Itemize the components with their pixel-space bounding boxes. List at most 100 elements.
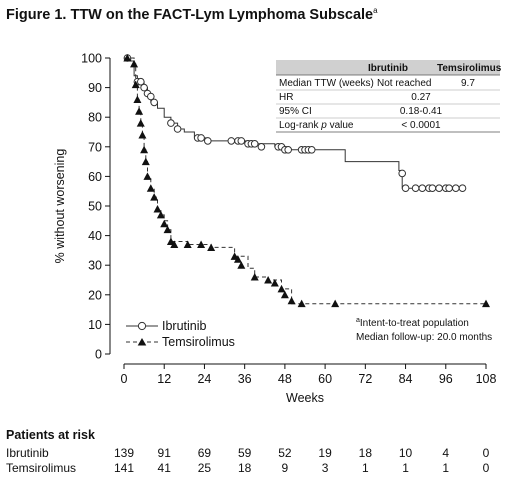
risk-value: 19 — [318, 446, 332, 460]
x-tick-label: 96 — [439, 372, 453, 386]
figure-title: Figure 1. TTW on the FACT-Lym Lymphoma S… — [6, 6, 378, 23]
point-temsirolimus — [482, 299, 490, 308]
x-tick-label: 0 — [121, 372, 128, 386]
y-tick-label: 20 — [88, 288, 102, 302]
risk-value: 69 — [197, 446, 212, 460]
stats-cell: < 0.0001 — [401, 120, 441, 131]
legend-marker-temsirolimus — [137, 338, 147, 346]
legend-label-temsirolimus: Temsirolimus — [162, 335, 235, 349]
point-temsirolimus — [250, 273, 259, 281]
stats-row-label: HR — [279, 92, 293, 103]
y-tick-label: 90 — [88, 81, 102, 95]
risk-value: 0 — [482, 461, 490, 475]
point-ibrutinib — [452, 184, 460, 192]
stats-row-label: Log-rank p value — [279, 120, 354, 131]
risk-value: 10 — [398, 446, 413, 460]
point-temsirolimus — [131, 80, 140, 89]
point-ibrutinib — [257, 143, 266, 151]
risk-value: 18 — [358, 446, 373, 460]
km-chart: 0 10 20 30 40 50 60 70 80 90 100 0 12 24 36 48 60 72 84 96 1… — [53, 52, 502, 406]
x-tick-label: 12 — [157, 372, 171, 386]
point-temsirolimus — [207, 243, 216, 251]
y-axis-label: % without worsening — [53, 149, 67, 264]
stats-table: Ibrutinib Temsirolimus Median TTW (weeks… — [276, 60, 502, 133]
x-tick-label: 72 — [358, 372, 372, 386]
point-ibrutinib — [150, 98, 158, 107]
y-tick-label: 60 — [88, 170, 102, 184]
stats-row-label: Median TTW (weeks) — [279, 78, 374, 89]
point-ibrutinib — [307, 146, 316, 154]
point-ibrutinib — [458, 184, 467, 192]
chart-axes: 0 10 20 30 40 50 60 70 80 90 100 0 12 24 36 48 60 72 84 96 1… — [53, 52, 496, 406]
x-tick-label: 84 — [399, 372, 413, 386]
risk-value: 52 — [278, 446, 292, 460]
point-ibrutinib — [250, 140, 259, 148]
stats-header-ibrutinib: Ibrutinib — [368, 63, 408, 74]
stats-header-bg — [276, 60, 500, 75]
stats-cell: 0.18-0.41 — [400, 106, 443, 117]
point-temsirolimus — [130, 59, 139, 68]
point-temsirolimus — [141, 157, 150, 166]
risk-value: 141 — [113, 461, 135, 475]
risk-row-temsirolimus: Temsirolimus 141 41 25 18 9 3 1 1 1 0 — [6, 461, 516, 476]
point-temsirolimus — [135, 107, 144, 115]
point-temsirolimus — [270, 278, 279, 287]
risk-value: 25 — [197, 461, 212, 475]
point-temsirolimus — [140, 145, 149, 154]
note-itt: aIntent-to-treat population — [356, 317, 469, 329]
risk-value: 41 — [157, 461, 171, 475]
y-tick-label: 30 — [88, 259, 102, 273]
note-followup: Median follow-up: 20.0 months — [356, 332, 492, 343]
point-temsirolimus — [160, 219, 169, 228]
y-tick-label: 80 — [88, 111, 102, 125]
point-ibrutinib — [428, 184, 437, 192]
x-tick-label: 60 — [318, 372, 332, 386]
point-temsirolimus — [153, 204, 162, 213]
point-temsirolimus — [280, 290, 289, 299]
point-ibrutinib — [398, 169, 407, 178]
risk-row-label: Ibrutinib — [6, 446, 49, 460]
point-ibrutinib — [411, 184, 420, 192]
chart-series — [123, 54, 490, 308]
risk-value: 59 — [237, 446, 252, 460]
point-ibrutinib — [173, 125, 182, 133]
y-tick-label: 100 — [81, 52, 102, 66]
point-temsirolimus — [297, 299, 306, 308]
point-ibrutinib — [137, 77, 145, 86]
risk-row-ibrutinib: Ibrutinib 139 91 69 59 52 19 18 10 4 0 — [6, 446, 516, 461]
stats-cell: 0.27 — [411, 92, 431, 103]
point-temsirolimus — [264, 276, 273, 284]
y-tick-label: 0 — [95, 348, 102, 362]
risk-row-label: Temsirolimus — [6, 461, 77, 475]
y-tick-label: 70 — [88, 140, 102, 154]
point-temsirolimus — [163, 225, 172, 234]
stats-header-temsirolimus: Temsirolimus — [437, 63, 502, 74]
risk-value: 1 — [442, 461, 450, 475]
point-ibrutinib — [401, 184, 410, 192]
risk-table-title: Patients at risk — [6, 428, 95, 442]
point-temsirolimus — [123, 54, 132, 62]
point-temsirolimus — [183, 240, 192, 248]
chart-legend: Ibrutinib Temsirolimus — [126, 319, 235, 349]
point-temsirolimus — [150, 193, 159, 201]
point-ibrutinib — [147, 92, 155, 101]
point-temsirolimus — [136, 119, 145, 127]
y-tick-label: 10 — [88, 318, 102, 332]
stats-cell: 9.7 — [461, 78, 475, 89]
point-ibrutinib — [167, 119, 175, 127]
legend-marker-ibrutinib — [137, 321, 147, 331]
x-tick-label: 108 — [476, 372, 497, 386]
risk-value: 18 — [237, 461, 252, 475]
point-temsirolimus — [133, 95, 142, 103]
point-temsirolimus — [156, 210, 165, 219]
point-temsirolimus — [197, 240, 206, 248]
point-temsirolimus — [237, 261, 246, 269]
point-ibrutinib — [204, 137, 212, 145]
risk-value: 4 — [442, 446, 450, 460]
x-tick-label: 48 — [278, 372, 292, 386]
series-line-temsirolimus — [124, 57, 486, 305]
point-temsirolimus — [331, 299, 340, 308]
risk-value: 91 — [157, 446, 171, 460]
x-tick-label: 36 — [238, 372, 252, 386]
point-temsirolimus — [138, 130, 147, 139]
